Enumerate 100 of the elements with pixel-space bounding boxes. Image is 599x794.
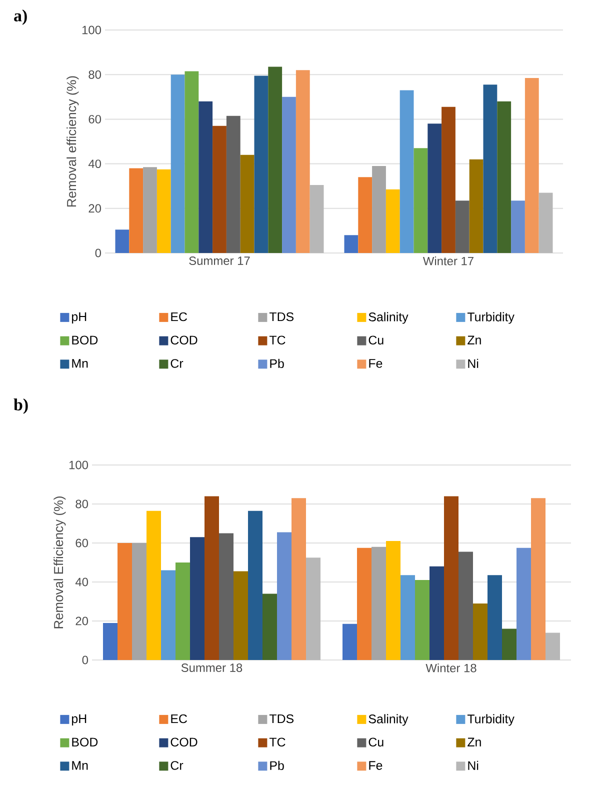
bar (212, 126, 226, 253)
bar (268, 66, 282, 253)
bar (524, 78, 539, 253)
legend-label: Salinity (368, 714, 408, 726)
legend-label: Fe (369, 761, 382, 770)
bar (444, 496, 458, 660)
bar (483, 84, 498, 253)
legend-label: EC (171, 714, 188, 724)
bar (184, 71, 199, 253)
bar (262, 594, 277, 660)
bar (442, 106, 456, 253)
bar (400, 90, 414, 253)
bar (344, 235, 358, 253)
bar (428, 124, 442, 253)
y-tick-label: 40 (88, 160, 102, 168)
x-tick-label: Summer 18 (181, 664, 242, 672)
legend-label: Turbidity (467, 312, 514, 324)
legend-label: pH (72, 714, 86, 726)
bar (488, 575, 502, 660)
bar (226, 116, 240, 253)
bar (546, 632, 560, 660)
bar (198, 101, 213, 253)
legend-label: TDS (269, 714, 294, 724)
legend-label: Pb (270, 760, 284, 770)
y-tick-label: 80 (88, 70, 102, 79)
y-tick-label: 60 (88, 114, 102, 124)
bar (342, 624, 357, 660)
legend-label: Zn (468, 738, 481, 746)
legend-label: Mn (72, 359, 88, 368)
y-tick-label: 0 (82, 656, 88, 664)
bar (132, 542, 146, 660)
bar (469, 159, 484, 253)
bar (511, 200, 525, 253)
bar (292, 498, 306, 660)
bar (118, 542, 132, 660)
y-tick-label: 20 (76, 616, 88, 626)
bar (497, 101, 512, 253)
y-tick-label: 80 (76, 500, 88, 508)
x-tick-label: Summer 17 (189, 256, 250, 265)
bar (156, 169, 171, 253)
y-tick-label: 20 (88, 204, 102, 213)
bar (358, 177, 372, 253)
y-tick-label: 40 (75, 578, 88, 586)
bar (277, 532, 292, 660)
bar (115, 230, 130, 253)
legend-label: COD (170, 336, 198, 345)
y-tick-label: 60 (76, 538, 88, 548)
y-tick-label: 0 (95, 248, 102, 258)
legend-label: Cr (170, 761, 184, 770)
text: a) (14, 10, 27, 25)
bar (176, 562, 190, 660)
bar (372, 546, 386, 660)
text: b) (14, 398, 28, 414)
x-tick-label: Winter 18 (426, 664, 476, 672)
bar (430, 566, 444, 660)
bar (306, 558, 320, 660)
legend-label: TC (269, 336, 286, 345)
legend-label: BOD (72, 738, 98, 747)
bar (234, 571, 248, 660)
bar (240, 154, 254, 253)
bar (538, 192, 553, 253)
x-tick-label: Winter 17 (422, 256, 474, 266)
legend-label: Mn (72, 761, 88, 770)
y-axis-title: Removal efficiency (%) (66, 76, 79, 207)
bar (357, 548, 372, 660)
bar (204, 496, 219, 660)
y-tick-label: 100 (69, 460, 88, 470)
bar (502, 628, 516, 660)
legend-label: BOD (72, 336, 98, 345)
bar (531, 498, 546, 660)
legend-label: COD (170, 738, 198, 747)
bar (254, 76, 268, 253)
legend-label: Cr (170, 359, 184, 368)
legend-label: Ni (468, 760, 478, 770)
bar (161, 570, 176, 660)
bar (415, 580, 430, 660)
legend-label: TDS (269, 312, 294, 322)
bar (170, 74, 185, 253)
bar (143, 167, 157, 253)
bar (414, 148, 428, 253)
legend-label: TC (269, 738, 286, 747)
legend-label: Cu (368, 336, 384, 345)
bar (190, 537, 204, 660)
y-tick-label: 100 (82, 26, 102, 34)
legend-label: Ni (468, 358, 478, 368)
bar (146, 510, 161, 660)
y-axis-title: Removal Efficiency (%) (54, 496, 66, 628)
bar (219, 533, 234, 660)
bar (282, 96, 296, 253)
bar (400, 575, 415, 660)
legend-label: Fe (369, 359, 382, 368)
legend-label: Cu (368, 738, 384, 747)
bar (310, 184, 324, 253)
legend-label: Zn (468, 336, 481, 344)
bar (458, 552, 473, 660)
legend-label: pH (72, 312, 86, 324)
bar (455, 200, 470, 253)
bar (516, 548, 532, 660)
bar (386, 541, 400, 660)
bar (103, 622, 118, 660)
